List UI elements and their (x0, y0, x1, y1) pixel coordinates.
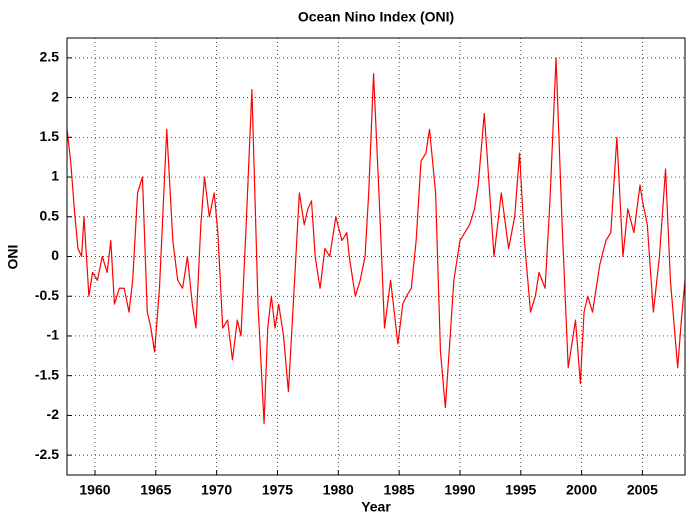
axes-frame (66, 37, 686, 476)
x-tick-label: 1995 (505, 482, 536, 498)
x-tick-label: 1990 (444, 482, 475, 498)
chart-title: Ocean Nino Index (ONI) (298, 9, 454, 25)
y-tick-label: 1.5 (40, 128, 60, 144)
y-tick-label: -2 (47, 406, 60, 422)
y-tick-label: -2.5 (35, 446, 59, 462)
y-tick-label: 1 (51, 168, 59, 184)
y-tick-label: -1.5 (35, 366, 59, 382)
x-tick-label: 1975 (262, 482, 293, 498)
y-tick-label: 0 (51, 247, 59, 263)
y-tick-label: 0.5 (40, 207, 60, 223)
x-tick-label: 2005 (627, 482, 658, 498)
x-axis-label: Year (361, 499, 391, 515)
data-line (66, 57, 686, 424)
y-tick-label: -1 (47, 327, 60, 343)
x-tick-label: 2000 (566, 482, 597, 498)
y-tick-label: -0.5 (35, 287, 59, 303)
x-tick-label: 1965 (140, 482, 171, 498)
y-axis-label: ONI (5, 245, 21, 270)
x-tick-label: 1985 (384, 482, 415, 498)
x-tick-label: 1970 (201, 482, 232, 498)
y-tick-label: 2 (51, 88, 59, 104)
x-tick-label: 1980 (323, 482, 354, 498)
y-tick-label: 2.5 (40, 49, 60, 65)
grid (67, 38, 685, 475)
x-tick-label: 1960 (79, 482, 110, 498)
plot-area (66, 57, 686, 424)
